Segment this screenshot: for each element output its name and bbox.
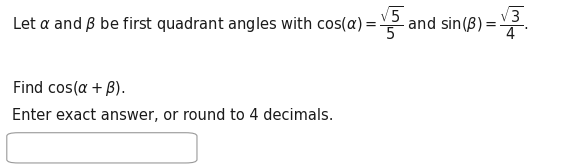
Text: Let $\alpha$ and $\beta$ be first quadrant angles with $\cos(\alpha) = \dfrac{\s: Let $\alpha$ and $\beta$ be first quadra… bbox=[12, 5, 529, 43]
Text: Find $\cos(\alpha + \beta)$.: Find $\cos(\alpha + \beta)$. bbox=[12, 79, 126, 98]
Text: Enter exact answer, or round to 4 decimals.: Enter exact answer, or round to 4 decima… bbox=[12, 108, 334, 122]
FancyBboxPatch shape bbox=[7, 133, 197, 163]
